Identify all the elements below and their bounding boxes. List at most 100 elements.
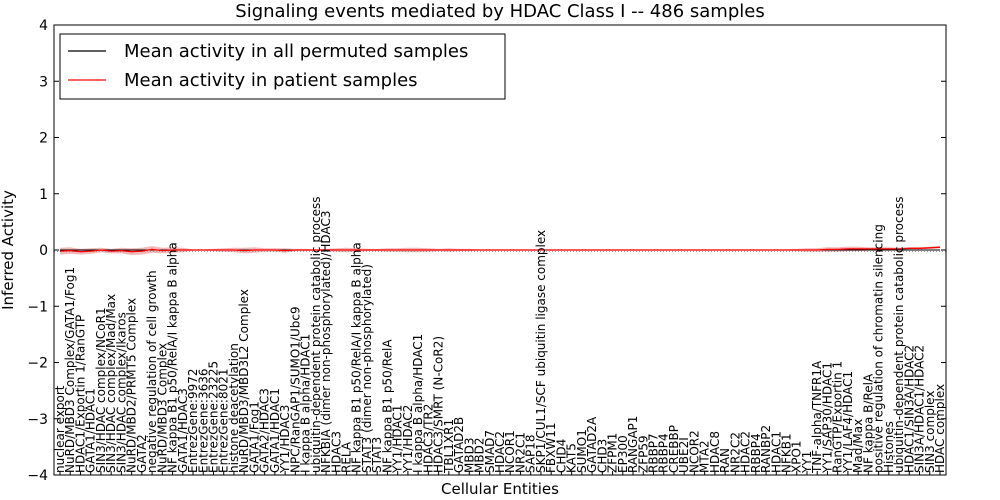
y-tick-label: 4: [39, 18, 48, 34]
y-tick-label: 3: [39, 74, 48, 90]
x-tick-label: YY1/HDAC2: [401, 405, 415, 474]
x-tick-label: XPO1: [790, 440, 804, 473]
x-tick-label: EP300: [616, 435, 630, 473]
x-tick-label: SAP18: [524, 434, 538, 473]
x-tick-label: NCOR2: [687, 430, 701, 473]
x-tick-label: GATAD2A: [585, 416, 599, 473]
x-tick-label: GATA2: [135, 434, 149, 473]
legend-label-permuted: Mean activity in all permuted samples: [124, 41, 468, 62]
x-tick-label: GATA1/HDAC1: [268, 388, 282, 473]
x-tick-label: RANGAP1: [626, 416, 640, 473]
y-tick-label: −2: [27, 356, 48, 372]
x-tick-label: NPC/RanGAP1/SUMO1/Ubc9: [288, 306, 302, 473]
x-tick-label: YY1/SAP30/HDAC1: [820, 362, 834, 474]
x-tick-label: negative regulation of cell growth: [145, 270, 159, 473]
legend: Mean activity in all permuted samples Me…: [59, 33, 506, 100]
plot-frame: [53, 24, 947, 476]
x-tick-label: HDAC8: [708, 431, 722, 473]
x-tick-label: GATA2/HDAC3: [258, 388, 272, 473]
x-tick-label: positive regulation of chromatin silenci…: [872, 224, 886, 473]
x-tick-label: GATAD2B: [452, 417, 466, 473]
x-tick-label: MBD3: [462, 438, 476, 473]
x-tick-label: YY1/LAF4/HDAC1: [841, 371, 855, 474]
x-tick-label: HDAC1/SIN3A/HDAC2: [902, 345, 916, 473]
x-tick-label: RanGTP/Exportin 1: [831, 361, 845, 473]
x-tick-label: KAT5: [565, 443, 579, 473]
legend-box: [59, 33, 506, 100]
x-tick-label: SMAD7: [483, 430, 497, 473]
chart-title: Signaling events mediated by HDAC Class …: [235, 1, 764, 22]
x-tick-label: SUMO1: [575, 429, 589, 473]
x-tick-label: RAN: [718, 448, 732, 473]
x-axis-label: Cellular Entities: [441, 480, 559, 498]
x-tick-label: SIN3 complex: [923, 391, 937, 473]
y-tick-label: 1: [39, 187, 48, 203]
x-tick-label: I kappa B alpha/HDAC1: [411, 334, 425, 473]
x-tick-label: NuRD/MBD3 Complex: [155, 343, 169, 473]
x-tick-label: STAT3: [370, 437, 384, 473]
x-tick-label: UBE2I: [677, 437, 691, 473]
x-tick-label: YY1: [800, 451, 814, 474]
x-tick-label: ZFP59: [636, 435, 650, 473]
x-tick-label: MBD2: [473, 438, 487, 473]
x-tick-label: GATA1/HDAC1: [84, 388, 98, 473]
x-tick-label: YY1/HDAC3: [278, 405, 292, 474]
x-tick-label: FBXW11: [544, 423, 558, 474]
x-tick-label: EntrezGene:3636: [196, 369, 210, 474]
x-tick-label: NF kappa B1 p50/RelA/I kappa B alpha: [166, 242, 180, 473]
x-tick-label: Histones: [882, 421, 896, 473]
x-tick-label: ZFPM1: [606, 433, 620, 473]
x-tick-label: NR2C2: [728, 432, 742, 473]
y-tick-label: 2: [39, 131, 48, 147]
series-line-patient: [59, 246, 941, 253]
x-tick-label: RBBP7: [647, 433, 661, 473]
x-tick-label: NCOR1: [503, 430, 517, 473]
x-tick-label: NFKB1: [780, 433, 794, 473]
x-tick-label: CREBBP: [667, 425, 681, 473]
x-tick-label: YY1/HDAC1: [391, 405, 405, 474]
x-tick-label: RBBP4: [749, 433, 763, 473]
x-tick-label: HDAC1/Exportin 1/RanGTP: [74, 315, 88, 473]
x-tick-label: NuRD/MBD2/PRMT5 Complex: [125, 298, 139, 473]
x-tick-label: NR2C1: [514, 432, 528, 473]
x-tick-label: HDAC complex: [933, 384, 947, 473]
x-tick-label: HDAC3: [329, 431, 343, 473]
y-tick-label: −4: [27, 468, 48, 484]
x-tick-label: NuRD/MBD3/MBD3L2 Complex: [237, 289, 251, 473]
y-tick-label: −1: [27, 299, 48, 315]
x-tick-label: RBBP4: [657, 433, 671, 473]
x-tick-label: EntrezGene:8021: [217, 369, 231, 474]
x-tick-label: HDAC3/SMRT (N-CoR2): [432, 336, 446, 473]
x-tick-label: MTA2: [698, 440, 712, 473]
legend-label-patient: Mean activity in patient samples: [124, 70, 418, 91]
x-tick-label: SKP1/CUL1/SCF ubiquitin ligase complex: [534, 230, 548, 473]
x-tick-label: HDAC2: [493, 431, 507, 473]
x-tick-label: NF kappa B1 p50/RelA: [380, 339, 394, 473]
y-tick-label: 0: [39, 243, 48, 259]
y-axis-label: Inferred Activity: [0, 190, 17, 310]
x-tick-label: SIN3/HDAC complex/NCoR1: [94, 307, 108, 473]
x-tick-label: RANBP2: [759, 425, 773, 473]
x-tick-label: EntrezGene:9972: [186, 369, 200, 474]
x-tick-label: SIN3/HDAC complex/Ikaros: [114, 312, 128, 473]
x-tick-label: nuclear export: [53, 385, 67, 473]
x-tick-label: Mad/Max: [851, 419, 865, 473]
x-tick-label: CHD4: [554, 439, 568, 473]
x-tick-label: ubiquitin-dependent protein catabolic pr…: [309, 197, 323, 473]
x-tick-label: NFKBIA (dimer non-phosphorylated)/HDAC3: [319, 211, 333, 473]
x-tick-label: I kappa B alpha/HDAC1: [299, 334, 313, 473]
x-tick-label: EntrezGene:23225: [207, 361, 221, 473]
x-tick-label: SIN3A/HDAC1/HDAC2: [913, 345, 927, 473]
x-tick-label: HDAC1: [769, 431, 783, 473]
x-tick-label: STAT3 (dimer non-phosphorylated): [360, 264, 374, 473]
x-tick-label: histone deacetylation: [227, 343, 241, 473]
x-tick-label: SIN3/HDAC complex/Mad/Max: [104, 294, 118, 473]
x-tick-label: ubiquitin-dependent protein catabolic pr…: [892, 197, 906, 473]
x-tick-label: GATA1/Fog1: [247, 401, 261, 473]
y-tick-label: −3: [27, 412, 48, 428]
x-tick-label: NuRD/MBD3 Complex/GATA1/Fog1: [63, 267, 77, 473]
x-tick-label: CHD3: [595, 439, 609, 473]
x-tick-label: RELA: [340, 441, 354, 473]
